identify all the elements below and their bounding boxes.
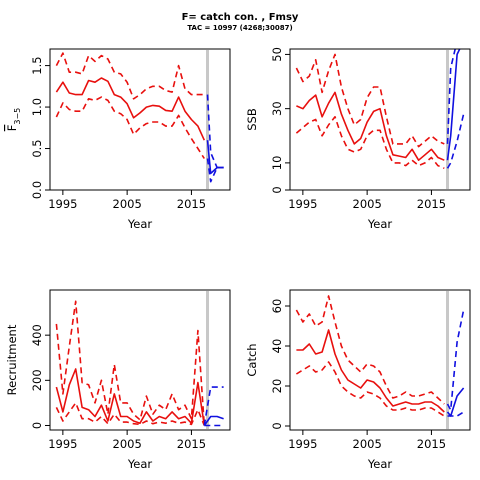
x-axis-label: Year: [127, 457, 153, 471]
historical-upper-line: [295, 295, 445, 405]
series-group: [55, 300, 224, 427]
projection-upper-line: [446, 309, 465, 411]
plot-frame: [49, 289, 231, 431]
y-tick-label: 60: [270, 299, 284, 314]
panel-catch: 1995 2005 2015 Year 0 20 40 60 Catch: [245, 289, 471, 471]
x-tick-label: 1995: [288, 437, 317, 451]
historical-upper-line: [55, 52, 205, 100]
figure-title: F= catch con. , Fmsy: [182, 12, 299, 23]
x-tick-label: 2005: [113, 437, 142, 451]
historical-median-line: [296, 329, 445, 413]
y-tick-label: 50: [270, 47, 284, 62]
y-tick-label: 200: [30, 369, 44, 391]
y-tick-label: 20: [270, 379, 284, 394]
projection-median-line: [206, 140, 224, 175]
y-tick-label: 0: [270, 186, 284, 193]
series-group: [295, 295, 465, 417]
x-tick-label: 2005: [113, 197, 142, 211]
panel-ssb: 1995 2005 2015 Year 0 10 30 50 SSB: [245, 47, 471, 231]
y-axis-label: SSB: [245, 108, 259, 131]
panel-recruitment: 1995 2005 2015 Year 0 200 400 Recruitment: [5, 289, 231, 471]
historical-lower-line: [55, 402, 206, 426]
y-tick-label: 1.0: [30, 98, 44, 116]
projection-median-line: [203, 415, 224, 426]
x-axis-label: Year: [127, 217, 153, 231]
x-axis-label: Year: [367, 457, 393, 471]
historical-median-line: [55, 77, 206, 141]
projection-upper-line: [206, 94, 224, 169]
y-axis-label: Catch: [245, 343, 259, 376]
y-tick-label: 0.0: [30, 181, 44, 199]
historical-upper-line: [295, 53, 445, 148]
historical-upper-line: [55, 300, 206, 426]
y-axis-label: Recruitment: [5, 324, 19, 395]
figure-subtitle: TAC = 10997 (4268;30087): [187, 24, 292, 32]
y-tick-label: 40: [270, 339, 284, 354]
projection-upper-line: [203, 386, 224, 426]
x-tick-label: 2015: [177, 437, 206, 451]
y-tick-label: 400: [30, 324, 44, 346]
historical-lower-line: [295, 116, 445, 170]
plot-frame: [49, 48, 231, 191]
x-tick-label: 2005: [353, 197, 382, 211]
y-axis-label-main: F: [5, 125, 19, 132]
y-tick-label: 0: [30, 422, 44, 429]
x-tick-label: 2015: [177, 197, 206, 211]
projection-upper-line: [446, 49, 457, 144]
panel-fbar: 1995 2005 2015 Year 0.0 0.5 1.0 1.5 F3−5: [5, 48, 231, 231]
projection-lower-line: [446, 113, 465, 169]
x-tick-label: 1995: [48, 197, 77, 211]
y-tick-label: 10: [270, 156, 284, 171]
x-tick-label: 2015: [417, 197, 446, 211]
y-axis-label-sub: 3−5: [13, 108, 22, 125]
y-tick-label: 0.5: [30, 139, 44, 157]
x-axis-label: Year: [367, 217, 393, 231]
series-group: [295, 49, 465, 170]
projection-lower-line: [447, 411, 465, 417]
y-tick-label: 0: [270, 422, 284, 429]
projection-median-line: [446, 387, 465, 417]
historical-lower-line: [295, 361, 445, 417]
historical-lower-line: [55, 96, 205, 159]
y-tick-label: 1.5: [30, 56, 44, 74]
historical-median-line: [55, 368, 206, 426]
historical-median-line: [296, 91, 445, 161]
plot-frame: [289, 289, 471, 431]
x-tick-label: 1995: [48, 437, 77, 451]
x-tick-label: 2005: [353, 437, 382, 451]
y-tick-label: 30: [270, 101, 284, 116]
projection-median-line: [446, 49, 461, 161]
x-tick-label: 1995: [288, 197, 317, 211]
x-tick-label: 2015: [417, 437, 446, 451]
series-group: [55, 52, 224, 183]
y-axis-label: F3−5: [5, 108, 22, 132]
plot-frame: [289, 48, 471, 191]
